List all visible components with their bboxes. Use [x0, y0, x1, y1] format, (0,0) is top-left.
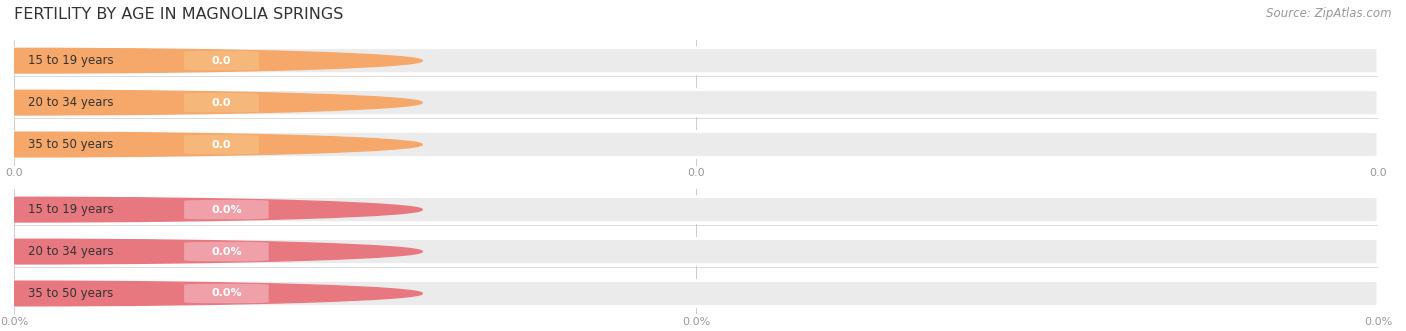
FancyBboxPatch shape — [14, 280, 1378, 307]
Text: 0.0: 0.0 — [212, 140, 232, 150]
FancyBboxPatch shape — [184, 51, 259, 71]
Text: 35 to 50 years: 35 to 50 years — [28, 287, 114, 300]
Text: 0.0%: 0.0% — [211, 247, 242, 257]
FancyBboxPatch shape — [14, 131, 1378, 158]
FancyBboxPatch shape — [14, 48, 1378, 74]
Text: Source: ZipAtlas.com: Source: ZipAtlas.com — [1267, 7, 1392, 20]
FancyBboxPatch shape — [14, 239, 1378, 264]
Text: FERTILITY BY AGE IN MAGNOLIA SPRINGS: FERTILITY BY AGE IN MAGNOLIA SPRINGS — [14, 7, 343, 22]
Text: 15 to 19 years: 15 to 19 years — [28, 203, 114, 216]
FancyBboxPatch shape — [184, 200, 269, 219]
FancyBboxPatch shape — [184, 242, 269, 261]
Text: 0.0: 0.0 — [212, 56, 232, 66]
Text: 0.0: 0.0 — [212, 98, 232, 108]
Circle shape — [0, 281, 422, 306]
Text: 0.0%: 0.0% — [211, 289, 242, 299]
Circle shape — [0, 239, 422, 264]
Text: 15 to 19 years: 15 to 19 years — [28, 54, 114, 67]
FancyBboxPatch shape — [184, 93, 259, 112]
Text: 20 to 34 years: 20 to 34 years — [28, 96, 114, 109]
FancyBboxPatch shape — [184, 135, 259, 154]
Circle shape — [0, 197, 422, 222]
FancyBboxPatch shape — [184, 284, 269, 303]
Text: 0.0%: 0.0% — [211, 205, 242, 214]
Circle shape — [0, 90, 422, 115]
FancyBboxPatch shape — [14, 90, 1378, 116]
Text: 20 to 34 years: 20 to 34 years — [28, 245, 114, 258]
Circle shape — [0, 48, 422, 73]
Text: 35 to 50 years: 35 to 50 years — [28, 138, 114, 151]
FancyBboxPatch shape — [14, 197, 1378, 223]
Circle shape — [0, 132, 422, 157]
